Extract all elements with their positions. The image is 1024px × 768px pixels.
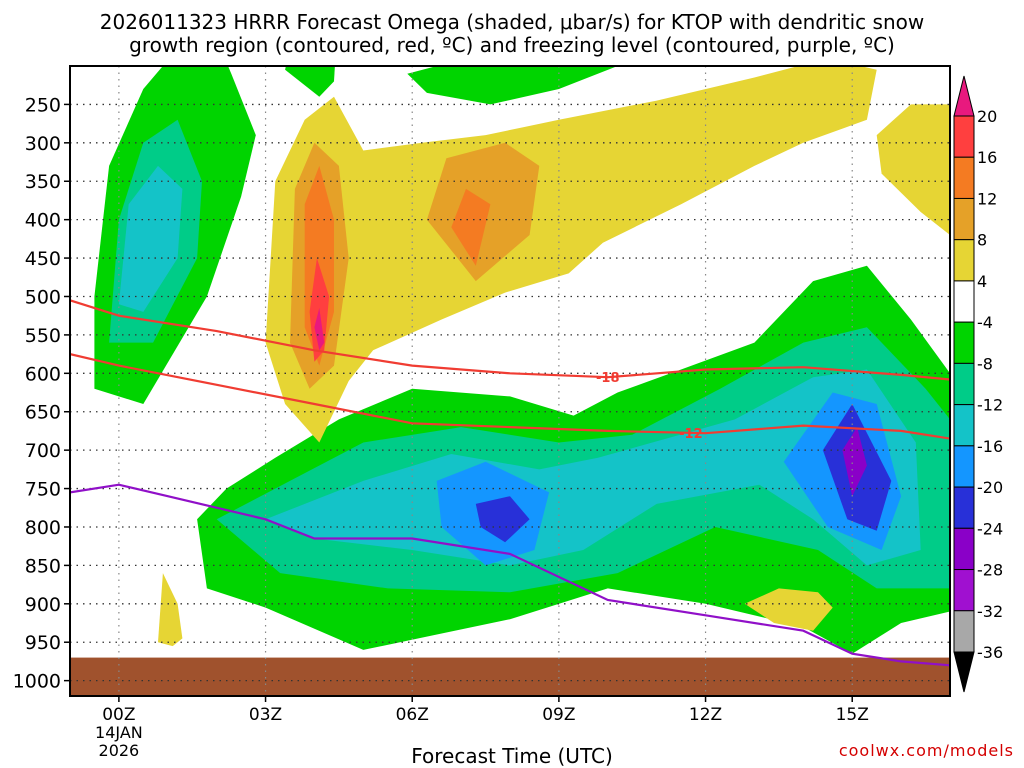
omega-region-17 [451,188,491,266]
colorbar-swatch-12 [953,610,975,653]
x-axis-label: Forecast Time (UTC) [411,744,613,768]
omega-region-13 [265,66,877,443]
y-tick-label-750: 750 [25,479,61,501]
chart-title-line2: growth region (contoured, red, ºC) and f… [129,33,895,57]
y-tick-label-700: 700 [25,440,61,462]
x-tick-label-06Z: 06Z [396,705,429,725]
omega-region-21 [158,573,183,647]
y-tick-label-1000: 1000 [13,671,61,693]
contour-line-1 [70,353,950,440]
colorbar-swatch-0 [953,115,975,158]
credit-text: coolwx.com/models [838,741,1014,760]
contour-line-0 [70,299,950,381]
omega-region-12 [407,66,618,105]
colorbar-swatch-11 [953,569,975,612]
ground-layer [70,657,950,696]
y-tick-label-350: 350 [25,171,61,193]
colorbar-swatch-5 [953,321,975,364]
colorbar-swatch-2 [953,197,975,241]
x-tick-label-12Z: 12Z [689,705,722,725]
colorbar-swatch-3 [953,239,975,282]
plot-frame [69,65,951,697]
omega-region-20 [876,104,950,236]
colorbar-label-8: -16 [977,437,1003,456]
x-tick-label-00Z: 00Z [102,705,135,725]
colorbar-swatch-1 [953,156,975,199]
omega-region-11 [285,66,335,97]
contour-label-0: -18 [596,371,620,386]
y-tick-label-250: 250 [25,94,61,116]
contour-label-1: -12 [679,427,703,442]
colorbar-label-11: -28 [977,561,1003,580]
chart-title-line1: 2026011323 HRRR Forecast Omega (shaded, … [99,10,925,34]
colorbar-label-13: -36 [977,643,1003,662]
colorbar-label-2: 12 [977,189,997,208]
x-tick-label-03Z: 03Z [249,705,282,725]
x-tick-sublabel-1: 2026 [99,741,140,760]
colorbar-label-7: -12 [977,396,1003,415]
x-tick-label-15Z: 15Z [836,705,869,725]
y-tick-label-650: 650 [25,402,61,424]
colorbar-label-9: -20 [977,478,1003,497]
y-tick-label-500: 500 [25,286,61,308]
colorbar-label-4: 4 [977,272,987,291]
colorbar-label-10: -24 [977,519,1003,538]
colorbar-bottom-arrow [953,651,975,693]
y-tick-label-550: 550 [25,325,61,347]
y-tick-label-400: 400 [25,210,61,232]
omega-region-22 [744,588,833,631]
contour-line-2 [70,483,950,667]
colorbar-swatch-8 [953,445,975,488]
colorbar-swatch-4 [953,280,975,323]
omega-region-8 [475,496,530,543]
x-tick-label-09Z: 09Z [542,705,575,725]
omega-region-2 [118,165,183,312]
colorbar-label-3: 8 [977,231,987,250]
colorbar-label-6: -8 [977,354,993,373]
x-tick-sublabel-0: 14JAN [95,723,143,742]
colorbar-label-12: -32 [977,602,1003,621]
y-tick-label-450: 450 [25,248,61,270]
y-tick-label-850: 850 [25,555,61,577]
colorbar-label-1: 16 [977,148,997,167]
omega-region-10 [842,427,867,497]
y-tick-label-900: 900 [25,594,61,616]
y-tick-label-800: 800 [25,517,61,539]
omega-region-19 [314,308,325,351]
colorbar-swatch-9 [953,486,975,529]
colorbar-swatch-6 [953,362,975,406]
colorbar-top-arrow [953,75,975,117]
y-tick-label-600: 600 [25,363,61,385]
colorbar-swatch-7 [953,404,975,447]
colorbar-swatch-10 [953,527,975,571]
y-tick-label-950: 950 [25,632,61,654]
colorbar-label-5: -4 [977,313,993,332]
colorbar-label-0: 20 [977,107,997,126]
omega-region-5 [265,369,921,566]
y-tick-label-300: 300 [25,133,61,155]
